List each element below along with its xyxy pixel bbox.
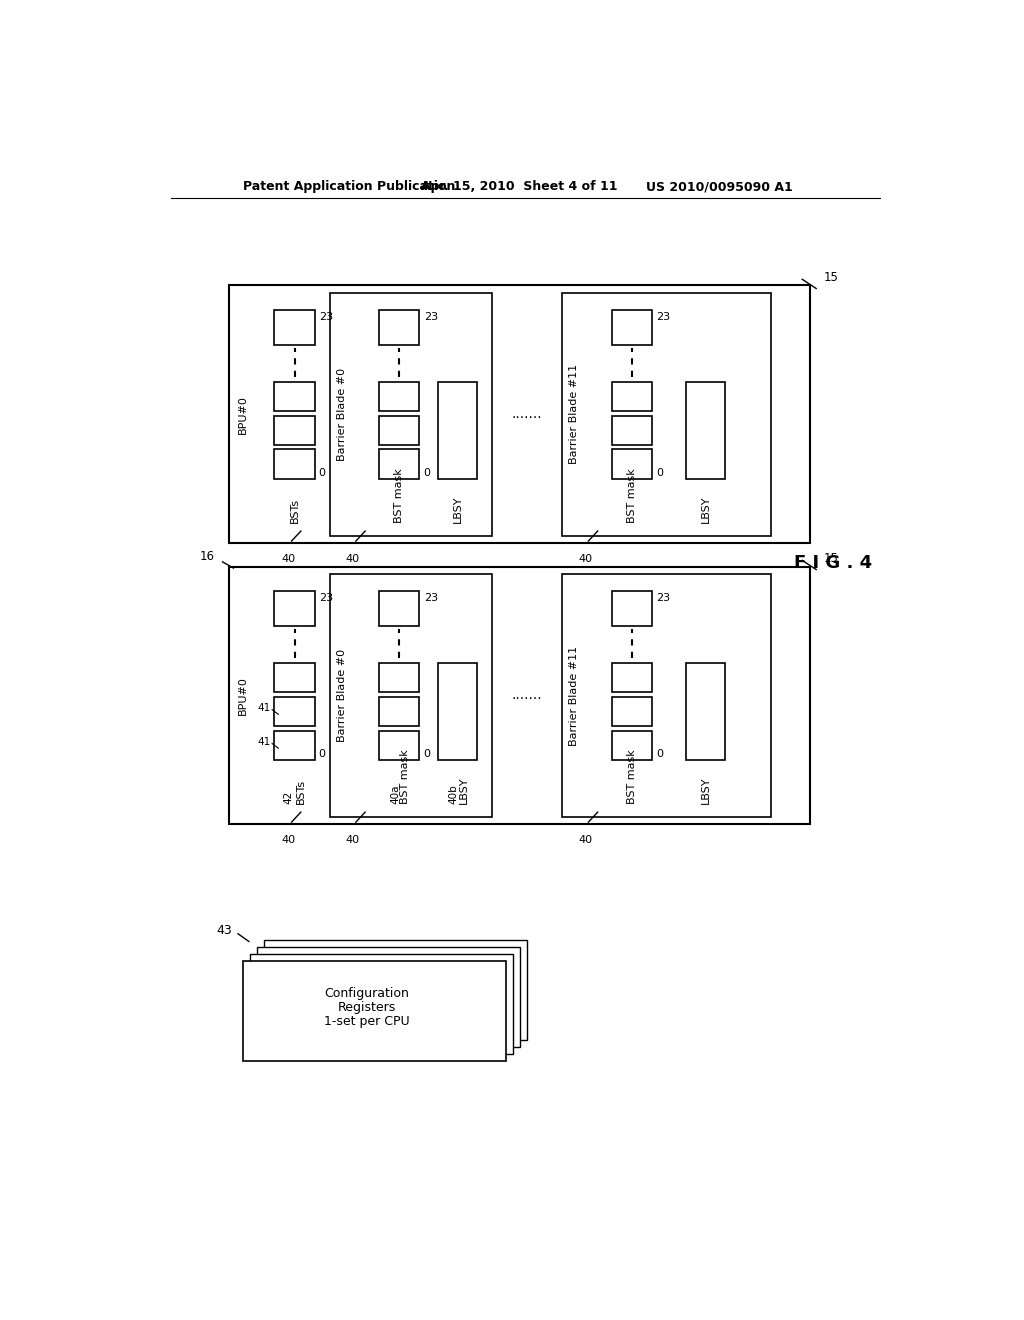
Bar — [250, 954, 513, 1053]
Bar — [611, 381, 652, 411]
Bar — [274, 697, 314, 726]
Bar — [330, 574, 493, 817]
Bar — [274, 663, 314, 692]
Bar — [438, 663, 477, 760]
Bar — [379, 697, 420, 726]
Text: Barrier Blade #11: Barrier Blade #11 — [569, 364, 580, 465]
Bar — [379, 310, 420, 345]
Text: BSTs: BSTs — [296, 779, 306, 804]
Bar — [611, 310, 652, 345]
Text: 40: 40 — [346, 836, 359, 845]
Text: 23: 23 — [656, 312, 671, 322]
Text: F I G . 4: F I G . 4 — [795, 553, 872, 572]
Text: LBSY: LBSY — [459, 777, 469, 804]
Text: BST mask: BST mask — [627, 469, 637, 524]
Bar — [243, 961, 506, 1061]
Bar — [274, 381, 314, 411]
Text: LBSY: LBSY — [453, 496, 463, 524]
Text: Configuration: Configuration — [325, 987, 410, 1001]
Bar — [379, 381, 420, 411]
Text: .......: ....... — [512, 408, 543, 421]
Bar — [274, 416, 314, 445]
Bar — [379, 663, 420, 692]
Text: 40: 40 — [346, 554, 359, 564]
Bar — [438, 381, 477, 479]
Bar — [379, 591, 420, 626]
Text: 23: 23 — [424, 312, 438, 322]
Text: 40b: 40b — [449, 784, 459, 804]
Bar — [611, 449, 652, 479]
Bar — [274, 591, 314, 626]
Text: 0: 0 — [655, 748, 663, 759]
Text: 1-set per CPU: 1-set per CPU — [324, 1015, 410, 1028]
Text: .......: ....... — [512, 689, 543, 702]
Text: 16: 16 — [200, 550, 215, 564]
Text: Barrier Blade #0: Barrier Blade #0 — [337, 649, 347, 742]
Bar — [228, 285, 810, 544]
Bar — [379, 730, 420, 760]
Text: Barrier Blade #11: Barrier Blade #11 — [569, 645, 580, 746]
Bar — [257, 946, 520, 1047]
Bar — [686, 663, 725, 760]
Text: BST mask: BST mask — [394, 469, 404, 524]
Bar — [686, 381, 725, 479]
Text: 41: 41 — [257, 737, 270, 747]
Text: US 2010/0095090 A1: US 2010/0095090 A1 — [646, 181, 793, 194]
Bar — [263, 940, 527, 1040]
Text: Barrier Blade #0: Barrier Blade #0 — [337, 368, 347, 461]
Text: 15: 15 — [824, 552, 839, 565]
Text: 40: 40 — [282, 554, 296, 564]
Text: 23: 23 — [656, 593, 671, 603]
Text: 41: 41 — [257, 704, 270, 713]
Text: LBSY: LBSY — [700, 777, 711, 804]
Text: 23: 23 — [319, 312, 334, 322]
Text: BPU#0: BPU#0 — [238, 676, 248, 715]
Text: 42: 42 — [284, 791, 294, 804]
Text: 0: 0 — [318, 467, 326, 478]
Text: 15: 15 — [824, 271, 839, 284]
Bar — [611, 697, 652, 726]
Bar — [611, 730, 652, 760]
Text: Patent Application Publication: Patent Application Publication — [243, 181, 455, 194]
Bar — [611, 663, 652, 692]
Bar — [379, 449, 420, 479]
Text: BST mask: BST mask — [627, 750, 637, 804]
Text: Apr. 15, 2010  Sheet 4 of 11: Apr. 15, 2010 Sheet 4 of 11 — [421, 181, 617, 194]
Bar — [611, 416, 652, 445]
Text: BPU#0: BPU#0 — [238, 395, 248, 434]
Text: LBSY: LBSY — [700, 496, 711, 524]
Bar — [379, 416, 420, 445]
Bar — [274, 449, 314, 479]
Text: 23: 23 — [424, 593, 438, 603]
Bar — [611, 591, 652, 626]
Text: 43: 43 — [216, 924, 231, 937]
Bar — [228, 566, 810, 825]
Bar — [274, 730, 314, 760]
Text: BSTs: BSTs — [290, 498, 300, 524]
Bar — [562, 574, 771, 817]
Text: 23: 23 — [319, 593, 334, 603]
Text: BST mask: BST mask — [400, 750, 411, 804]
Text: 40a: 40a — [390, 785, 400, 804]
Text: 0: 0 — [423, 748, 430, 759]
Text: 0: 0 — [423, 467, 430, 478]
Bar — [562, 293, 771, 536]
Bar — [330, 293, 493, 536]
Text: 40: 40 — [579, 554, 592, 564]
Text: Registers: Registers — [338, 1001, 396, 1014]
Text: 40: 40 — [282, 836, 296, 845]
Text: 0: 0 — [318, 748, 326, 759]
Text: 0: 0 — [655, 467, 663, 478]
Bar — [274, 310, 314, 345]
Text: 40: 40 — [579, 836, 592, 845]
